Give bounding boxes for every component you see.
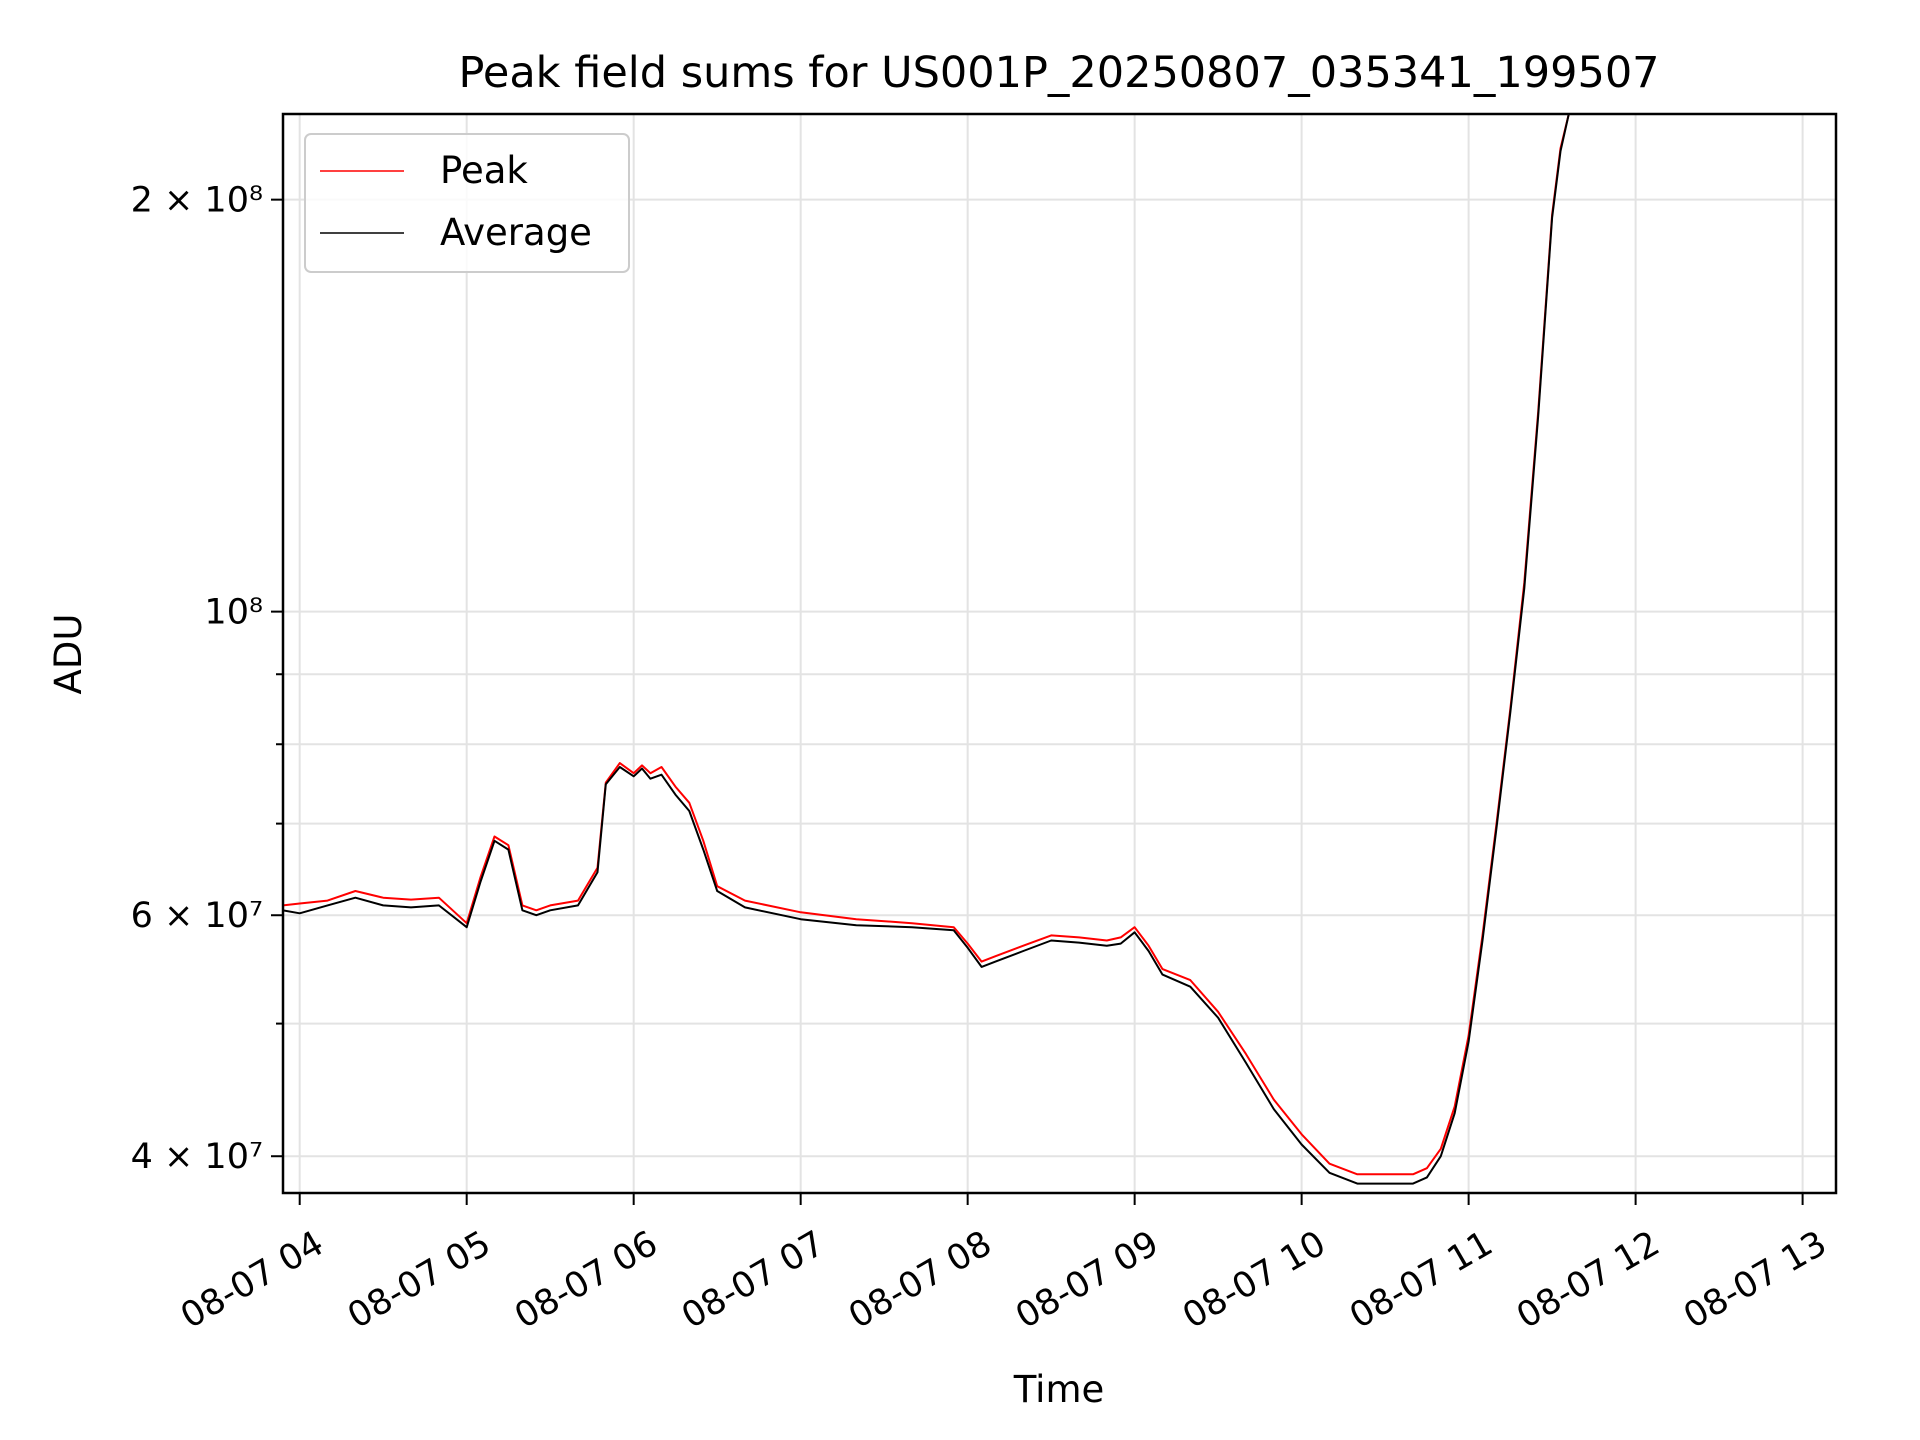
legend-label-peak: Peak [440, 149, 528, 192]
y-axis-label: ADU [47, 614, 90, 695]
plot-area-frame [281, 112, 1838, 1195]
grid [283, 114, 1836, 1193]
legend-box [304, 133, 630, 273]
y-tick-label: 10⁸ [204, 593, 263, 633]
chart-title: Peak field sums for US001P_20250807_0353… [458, 48, 1659, 98]
series-line-peak [283, 114, 1570, 1176]
x-axis-label: Time [1013, 1368, 1105, 1411]
series-line-average [283, 114, 1570, 1185]
y-tick-label: 2 × 10⁸ [131, 181, 263, 221]
y-tick-label: 6 × 10⁷ [131, 896, 263, 936]
legend: Peak Average [304, 133, 630, 273]
plot-lines [283, 114, 1570, 1185]
legend-label-average: Average [440, 211, 592, 254]
y-tick-label: 4 × 10⁷ [131, 1137, 263, 1177]
